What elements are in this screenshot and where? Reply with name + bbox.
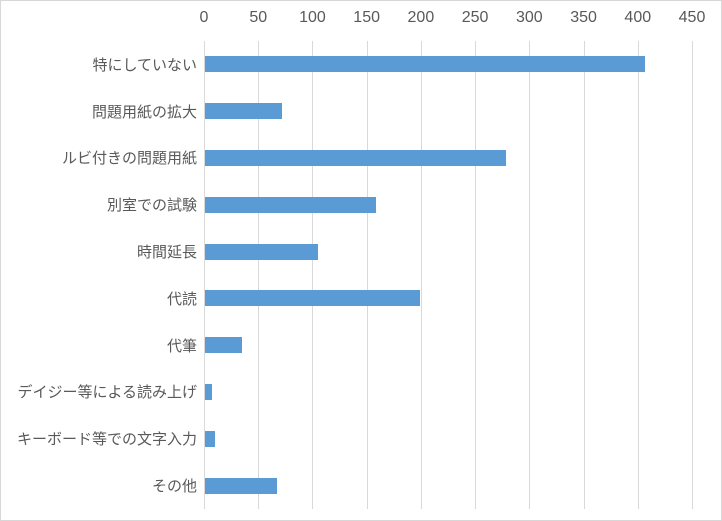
category-label: キーボード等での文字入力 <box>16 431 197 449</box>
x-axis-tick-label: 450 <box>678 9 706 26</box>
gridline <box>204 41 205 509</box>
bar <box>205 103 282 120</box>
category-label: 代筆 <box>166 337 197 355</box>
gridline <box>258 41 260 509</box>
bar <box>205 196 377 213</box>
category-label: その他 <box>151 478 197 496</box>
category-label: 代読 <box>166 290 197 308</box>
gridline <box>529 41 531 509</box>
category-label: 時間延長 <box>136 244 197 262</box>
x-axis-tick-label: 150 <box>353 9 381 26</box>
gridline <box>637 41 639 509</box>
gridline <box>312 41 314 509</box>
category-label: 問題用紙の拡大 <box>91 103 197 121</box>
x-axis-tick-label: 350 <box>570 9 597 26</box>
plot-area <box>204 41 693 509</box>
x-axis-tick-label: 0 <box>199 9 209 26</box>
gridline <box>692 41 693 509</box>
category-label: デイジー等による読み上げ <box>17 384 197 402</box>
gridline <box>420 41 422 509</box>
category-label: ルビ付きの問題用紙 <box>61 150 197 168</box>
category-label: 別室での試験 <box>106 197 197 215</box>
gridline <box>583 41 585 509</box>
bar <box>205 430 215 447</box>
category-label: 特にしていない <box>92 56 197 74</box>
x-axis-tick-label: 200 <box>407 9 435 26</box>
bar <box>205 56 646 73</box>
gridline <box>366 41 368 509</box>
bar <box>205 384 212 400</box>
x-axis-tick-label: 100 <box>299 9 326 26</box>
bar <box>205 477 277 494</box>
x-axis-tick-label: 50 <box>249 9 268 26</box>
bar <box>205 243 318 260</box>
bar <box>205 150 507 166</box>
x-axis-tick-label: 300 <box>515 9 543 26</box>
bar <box>205 290 420 307</box>
gridline <box>475 41 477 509</box>
bar <box>205 337 242 354</box>
x-axis-tick-label: 250 <box>461 9 489 26</box>
x-axis-tick-label: 400 <box>624 9 652 26</box>
